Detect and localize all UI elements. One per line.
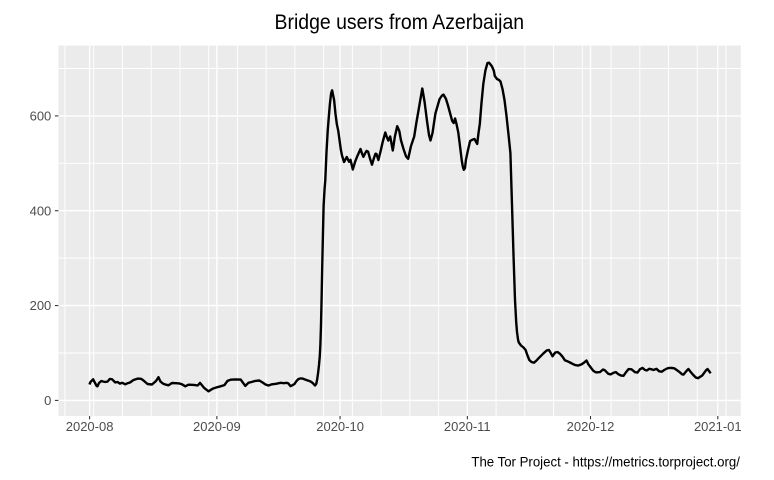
svg-text:2020-09: 2020-09 [193,419,241,434]
svg-text:600: 600 [30,109,52,124]
svg-text:400: 400 [30,203,52,218]
svg-text:2020-11: 2020-11 [444,419,491,434]
svg-text:2020-10: 2020-10 [316,419,364,434]
svg-text:0: 0 [44,393,51,408]
svg-text:Bridge users from Azerbaijan: Bridge users from Azerbaijan [275,10,525,34]
svg-text:200: 200 [30,298,52,313]
svg-text:2021-01: 2021-01 [694,419,742,434]
svg-text:The Tor Project - https://metr: The Tor Project - https://metrics.torpro… [471,454,740,469]
svg-text:2020-12: 2020-12 [567,419,615,434]
svg-text:2020-08: 2020-08 [66,419,114,434]
